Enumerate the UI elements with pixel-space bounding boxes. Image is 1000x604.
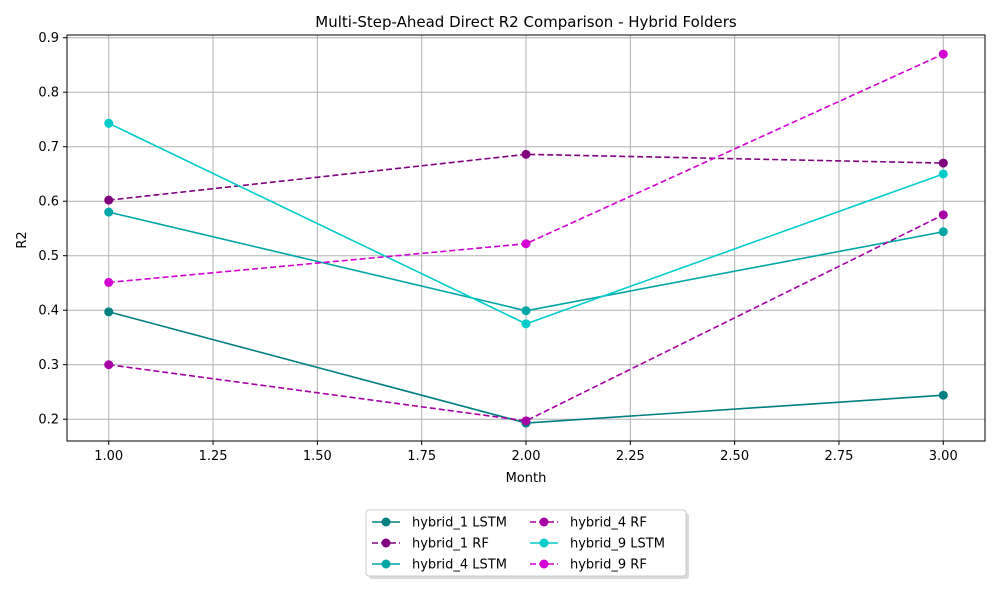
y-tick-label: 0.7	[38, 140, 59, 155]
series-line	[108, 214, 944, 422]
series-hybrid-1-rf	[104, 149, 948, 205]
legend-label: hybrid_1 RF	[412, 537, 489, 552]
axis-ticks: 1.00 1.25 1.50 1.75 2.00 2.25 2.50 2.75 3.00 0.2 0…	[38, 31, 957, 464]
x-tick-label: 1.50	[303, 449, 332, 464]
legend-box	[365, 509, 687, 577]
y-tick-label: 0.5	[38, 249, 59, 264]
series-hybrid-9-lstm	[104, 118, 948, 329]
data-point	[938, 227, 948, 237]
legend-label: hybrid_4 RF	[570, 516, 647, 531]
data-point	[521, 306, 531, 316]
x-tick-label: 2.00	[512, 449, 541, 464]
data-point	[938, 390, 948, 400]
x-tick-label: 2.50	[720, 449, 749, 464]
y-tick-label: 0.3	[38, 358, 59, 373]
data-point	[104, 195, 114, 205]
data-point	[104, 360, 114, 370]
x-axis-label: Month	[506, 471, 547, 486]
x-tick-label: 2.75	[824, 449, 853, 464]
legend-label: hybrid_9 RF	[570, 558, 647, 573]
legend-swatch-marker	[381, 517, 391, 527]
data-point	[521, 239, 531, 249]
series-hybrid-9-rf	[104, 49, 948, 287]
data-point	[521, 149, 531, 159]
legend-swatch-marker	[539, 517, 549, 527]
data-point	[104, 207, 114, 217]
legend-swatch-marker	[539, 559, 549, 569]
y-tick-label: 0.4	[38, 304, 59, 319]
data-point	[938, 169, 948, 179]
legend-label: hybrid_9 LSTM	[570, 537, 665, 552]
grid	[67, 35, 985, 441]
legend-label: hybrid_1 LSTM	[412, 516, 507, 531]
legend-swatch-marker	[381, 538, 391, 548]
legend-label: hybrid_4 LSTM	[412, 558, 507, 573]
series-hybrid-4-lstm	[104, 207, 948, 316]
data-point	[521, 416, 531, 426]
y-tick-label: 0.9	[38, 31, 59, 46]
x-tick-label: 1.25	[199, 449, 228, 464]
y-tick-label: 0.8	[38, 86, 59, 101]
data-point	[938, 210, 948, 220]
data-point	[104, 118, 114, 128]
legend-swatch-marker	[381, 559, 391, 569]
data-point	[104, 277, 114, 287]
chart-title: Multi-Step-Ahead Direct R2 Comparison - …	[315, 13, 737, 31]
x-tick-label: 2.25	[616, 449, 645, 464]
series-hybrid-4-rf	[104, 210, 948, 426]
data-point	[938, 158, 948, 168]
x-tick-label: 1.00	[94, 449, 123, 464]
legend: hybrid_1 LSTM hybrid_1 RF hybrid_4 LSTM hyb…	[365, 509, 689, 579]
series-layer	[104, 49, 948, 428]
y-axis-label: R2	[15, 231, 30, 248]
x-tick-label: 3.00	[929, 449, 958, 464]
data-point	[104, 307, 114, 317]
x-tick-label: 1.75	[407, 449, 436, 464]
data-point	[938, 49, 948, 59]
legend-swatch-marker	[539, 538, 549, 548]
y-tick-label: 0.6	[38, 195, 59, 210]
data-point	[521, 319, 531, 329]
y-tick-label: 0.2	[38, 413, 59, 428]
